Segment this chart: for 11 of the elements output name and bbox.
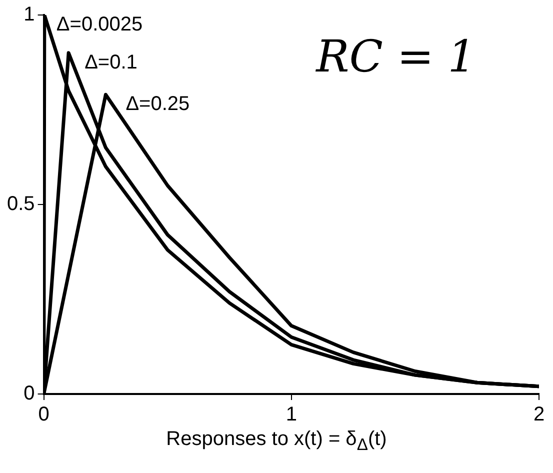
y-tick-label: 0.5: [6, 193, 35, 216]
y-tick-label: 0: [24, 382, 35, 405]
x-axis-title: Responses to x(t) = δ$_{Δ}$(t): [165, 428, 388, 455]
series-label: Δ=0.0025: [56, 14, 143, 36]
x-tick-label: 0: [38, 404, 50, 426]
x-tick-label: 2: [533, 404, 545, 426]
series-label: Δ=0.25: [126, 93, 190, 116]
x-tick-label: 1: [286, 404, 297, 426]
y-tick-label: 1: [24, 4, 35, 26]
series-label: Δ=0.1: [84, 51, 138, 74]
annotation: RC = 1: [315, 31, 476, 82]
